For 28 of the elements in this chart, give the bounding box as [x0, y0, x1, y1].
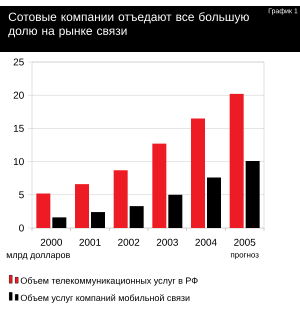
- legend-label: Объем телекоммуникационных услуг в РФ: [20, 277, 198, 286]
- bar: [130, 206, 144, 228]
- x-tick-label: 2000: [40, 238, 62, 246]
- bar: [90, 212, 105, 228]
- bar: [206, 178, 221, 228]
- x-tick-label: 2005: [234, 238, 256, 246]
- legend-label: Объем услуг компаний мобильной связи: [20, 294, 190, 303]
- text: млрд долларов: [6, 253, 70, 260]
- bar: [168, 194, 182, 228]
- bar: [36, 193, 50, 228]
- x-tick-label: 2003: [156, 238, 178, 246]
- bar: [152, 144, 166, 228]
- bar: [52, 217, 66, 228]
- y-tick-label: 10: [14, 158, 24, 166]
- bar: [114, 170, 128, 228]
- y-tick-label: 25: [14, 58, 24, 66]
- chart-title: Сотовые компании отъедают все большую долю на рынке связи: [8, 12, 249, 38]
- y-tick-label: 15: [14, 124, 24, 132]
- y-tick-label: 5: [19, 191, 24, 198]
- y-tick-label: 20: [14, 92, 24, 99]
- bar: [230, 94, 244, 228]
- x-tick-label: 2002: [118, 238, 140, 246]
- y-tick-label: 0: [19, 224, 24, 232]
- x-tick-label: 2001: [79, 238, 101, 246]
- bar: [75, 184, 90, 228]
- bar: [191, 118, 206, 228]
- x-tick-label: 2004: [195, 238, 217, 246]
- bar: [246, 160, 260, 228]
